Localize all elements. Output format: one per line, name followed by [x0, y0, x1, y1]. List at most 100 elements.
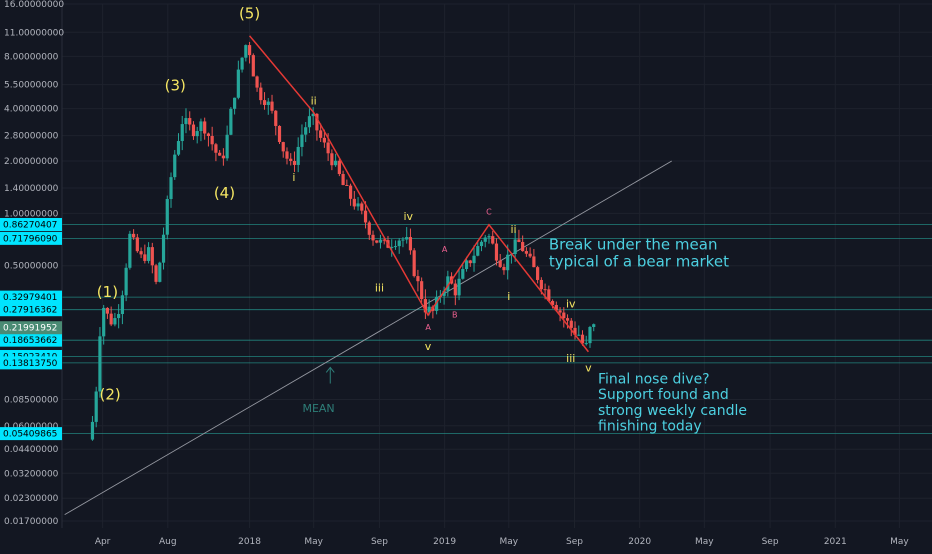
y-tick-label: 2.80000000	[4, 132, 59, 142]
candle-body	[453, 283, 457, 296]
price-level-label: 0.05409865	[3, 430, 57, 440]
x-tick-label: May	[304, 537, 323, 547]
candle	[532, 248, 536, 268]
price-level-label: 0.13813750	[3, 359, 58, 369]
candle-body	[266, 101, 270, 105]
candle-body	[255, 76, 259, 88]
annotation-line: MEAN	[302, 402, 334, 415]
y-tick-label: 1.00000000	[4, 209, 59, 219]
candle	[382, 238, 386, 245]
y-axis: 16.00000000 11.00000000 8.00000000 5.500000…	[0, 0, 64, 527]
candle	[98, 327, 102, 398]
candle-body	[468, 260, 472, 264]
price-level-label: 0.27916362	[3, 306, 57, 316]
candle-body	[513, 239, 517, 254]
candle-body	[550, 300, 555, 306]
candle-body	[390, 246, 394, 248]
wave-label: A	[425, 323, 431, 332]
candle-body	[143, 254, 147, 261]
candle-body	[461, 269, 465, 279]
candle-body	[498, 260, 502, 267]
candle	[584, 335, 588, 346]
candle-body	[427, 306, 431, 313]
candle-body	[554, 305, 558, 311]
wave-label: (5)	[239, 5, 260, 23]
candle-body	[360, 203, 364, 211]
annotation-text: Break under the mean typical of a bear ma…	[549, 235, 729, 270]
candle-body	[502, 266, 506, 271]
candle-body	[221, 155, 225, 159]
candle-body	[326, 142, 330, 154]
candle	[296, 137, 300, 173]
candle	[517, 229, 521, 243]
candle-body	[580, 334, 585, 344]
y-tick-label: 0.08500000	[4, 395, 59, 405]
x-tick-label: 2018	[238, 537, 261, 547]
candle-body	[584, 343, 588, 345]
candle-body	[206, 133, 211, 137]
candle-body	[420, 281, 424, 300]
candle-body	[236, 69, 240, 98]
candle	[397, 238, 401, 254]
candle	[577, 325, 581, 337]
candle-body	[150, 247, 154, 266]
candle-body	[105, 307, 110, 314]
candle-body	[251, 55, 255, 77]
candle-body	[158, 262, 162, 282]
candle-body	[210, 136, 214, 145]
candle-body	[337, 160, 341, 175]
candle	[378, 234, 383, 249]
x-tick-label: Apr	[95, 537, 111, 547]
y-tick-label: 2.00000000	[4, 157, 59, 167]
candle-body	[334, 160, 338, 166]
wave-label: B	[452, 311, 458, 320]
candle-body	[199, 121, 203, 132]
candle-body	[229, 108, 233, 135]
candle-body	[132, 233, 136, 238]
candle	[109, 306, 113, 327]
wave-label: iii	[375, 281, 384, 294]
candle	[569, 318, 573, 337]
candle-body	[98, 336, 102, 392]
candle	[483, 234, 487, 248]
wave-label: C	[486, 207, 492, 216]
candle-body	[322, 137, 326, 143]
candle	[132, 229, 136, 240]
x-tick-label: 2019	[433, 537, 456, 547]
candle-body	[124, 267, 128, 296]
candle	[319, 123, 323, 143]
price-level-label-bg	[0, 231, 62, 245]
candle-body	[363, 210, 368, 223]
annotation-line: typical of a bear market	[549, 252, 729, 270]
candle-body	[487, 236, 491, 238]
candle	[176, 133, 181, 157]
candle-body	[225, 134, 229, 159]
candle-body	[494, 243, 499, 261]
candle	[225, 125, 229, 161]
candle-body	[203, 121, 207, 134]
candle	[289, 153, 293, 166]
candle	[150, 242, 154, 274]
candle-body	[446, 276, 450, 291]
candle-body	[285, 151, 289, 159]
candle	[199, 118, 203, 142]
candle	[588, 325, 592, 348]
candle	[311, 107, 315, 125]
wave-label: v	[425, 340, 432, 353]
x-tick-label: 2021	[824, 537, 847, 547]
candle	[304, 121, 308, 143]
candle	[352, 191, 356, 210]
candle	[154, 263, 158, 285]
candle	[94, 386, 98, 428]
candle-body	[483, 237, 487, 242]
candle-body	[311, 113, 315, 117]
candle	[135, 233, 139, 253]
candle-body	[233, 97, 237, 109]
candle	[494, 238, 499, 266]
candle-body	[244, 45, 248, 58]
wave-label: (3)	[165, 77, 186, 95]
candle-body	[139, 251, 143, 255]
candle-body	[90, 421, 95, 440]
